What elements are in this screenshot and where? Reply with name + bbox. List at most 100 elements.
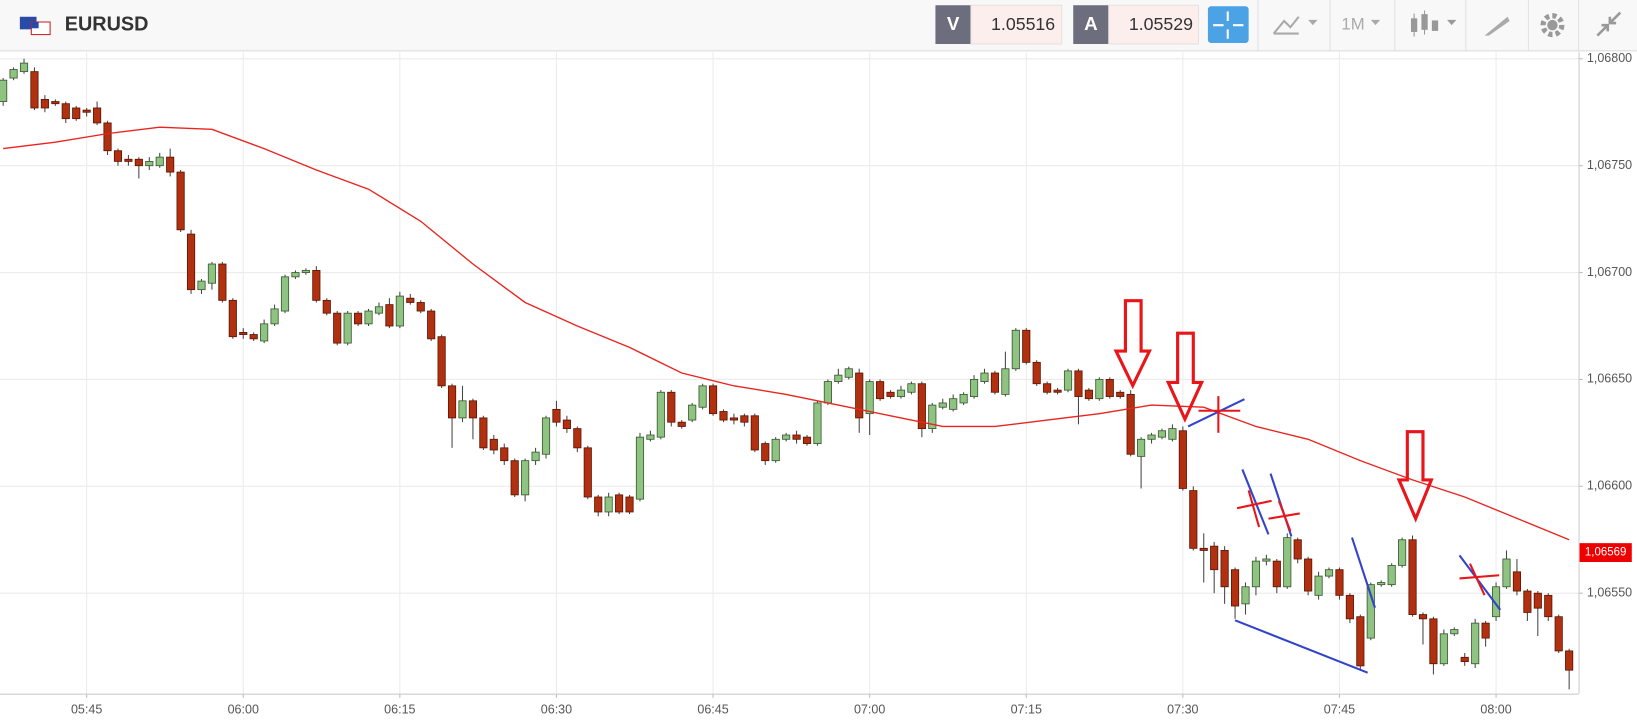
- x-tick-label: 08:00: [1480, 703, 1511, 717]
- chart-type-icon[interactable]: [1272, 16, 1300, 35]
- ask-box[interactable]: [1073, 5, 1109, 45]
- candle-body: [1199, 547, 1208, 551]
- candle-body: [134, 158, 143, 167]
- candle-body: [938, 402, 947, 408]
- ask-value-box[interactable]: [1108, 4, 1200, 45]
- candle-body: [333, 312, 342, 344]
- candle-body: [291, 272, 300, 278]
- candle-body: [625, 496, 634, 513]
- candle-body: [489, 438, 498, 451]
- candle-body: [1460, 656, 1469, 663]
- candle-body: [573, 428, 582, 449]
- candle-body: [1512, 571, 1522, 592]
- candle-body: [197, 280, 206, 291]
- candle-body: [1262, 558, 1271, 562]
- x-tick-label: 07:45: [1324, 703, 1355, 717]
- candle-body: [792, 434, 801, 440]
- candle-body: [176, 171, 185, 231]
- x-tick-label: 05:45: [71, 703, 102, 717]
- candle-body: [322, 299, 331, 314]
- toolbar: EURUSD V 1.05516 A 1.05529 1M: [0, 0, 1637, 52]
- candle-body: [959, 393, 968, 404]
- candle-body: [113, 150, 123, 162]
- candle-body: [729, 417, 739, 421]
- candle-body: [228, 299, 237, 338]
- candle-body: [1324, 569, 1334, 577]
- timeframe[interactable]: 1M: [1341, 15, 1364, 34]
- candle-body: [1283, 537, 1292, 588]
- candle-body: [1032, 361, 1041, 385]
- candle-body: [917, 383, 926, 430]
- cross: [1459, 563, 1500, 596]
- plot: 1,06800 1,06750 1,06700 1,06650 1,06600 1,065…: [0, 51, 1632, 717]
- candle-body: [750, 415, 759, 451]
- price-tag-label: 1,06569: [1585, 547, 1627, 559]
- candle-body: [740, 415, 749, 423]
- candle-body: [1450, 629, 1459, 635]
- candle-body: [145, 160, 154, 167]
- ask-value: 1.05529: [1129, 14, 1193, 34]
- candle-body: [1116, 391, 1125, 397]
- flag-icon: [19, 16, 51, 36]
- candle-body: [1565, 650, 1574, 671]
- separators: [1257, 0, 1580, 51]
- settings-icon[interactable]: [1540, 13, 1565, 38]
- candle-body: [280, 276, 290, 312]
- candle-body: [541, 417, 551, 455]
- candle-body: [531, 451, 540, 462]
- candle-body: [562, 419, 571, 430]
- candle-body: [604, 496, 613, 513]
- collapse-icon[interactable]: [1596, 11, 1622, 37]
- candle-body: [249, 334, 258, 340]
- candle-body: [1481, 622, 1490, 639]
- candle-body: [656, 391, 665, 438]
- candle-body: [1356, 616, 1365, 667]
- y-tick-label: 1,06650: [1587, 372, 1632, 386]
- bid-label: V: [947, 13, 960, 34]
- candle-body: [270, 308, 279, 325]
- bid-box[interactable]: [935, 5, 971, 45]
- cross: [1198, 396, 1241, 433]
- cross: [1236, 490, 1272, 528]
- candle-body: [354, 312, 363, 325]
- candle-body: [855, 372, 864, 419]
- candle-body: [406, 297, 415, 303]
- candle-body: [82, 109, 91, 113]
- candle-body: [1157, 430, 1167, 438]
- crosses: [1198, 396, 1500, 596]
- candle-body: [1210, 545, 1219, 571]
- toolbar-bg: [0, 0, 1637, 51]
- bid-value-box[interactable]: [970, 4, 1063, 45]
- candle-body: [688, 404, 697, 421]
- candle-body: [1502, 558, 1511, 588]
- candle-body: [1439, 633, 1448, 665]
- candle-body: [667, 391, 676, 423]
- candle-body: [1220, 550, 1229, 588]
- draw-icon[interactable]: [1484, 16, 1510, 36]
- candle-body: [1335, 569, 1344, 596]
- candles-icon[interactable]: [1410, 10, 1439, 37]
- candle-body: [886, 391, 895, 397]
- candle-body: [552, 408, 561, 423]
- candle-body: [1387, 564, 1396, 586]
- candle-body: [980, 372, 989, 382]
- x-tick-label: 07:15: [1011, 703, 1042, 717]
- candle-body: [646, 434, 655, 440]
- candle-body: [416, 302, 425, 312]
- crosshair-button[interactable]: [1207, 6, 1249, 43]
- candle-body: [1084, 389, 1093, 400]
- x-tick-label: 06:00: [228, 703, 259, 717]
- candle-body: [51, 101, 60, 105]
- candle-body: [1345, 594, 1354, 620]
- x-tick-label: 07:30: [1167, 703, 1198, 717]
- candle-body: [719, 411, 728, 421]
- candle-body: [782, 434, 791, 440]
- candle-body: [1105, 379, 1114, 397]
- candle-body: [1377, 582, 1386, 586]
- candle-body: [93, 107, 102, 124]
- candle-body: [103, 122, 112, 152]
- candle-body: [218, 263, 227, 301]
- candle-body: [1011, 329, 1020, 370]
